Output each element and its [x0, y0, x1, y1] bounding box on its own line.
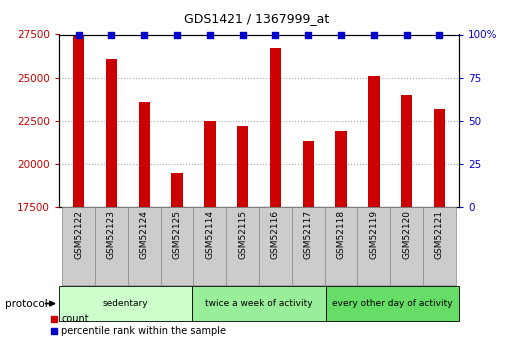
Point	[436, 32, 444, 38]
Bar	[193, 207, 226, 285]
Text: GSM52116: GSM52116	[271, 210, 280, 259]
Text: sedentary: sedentary	[103, 299, 148, 308]
Text: GDS1421 / 1367999_at: GDS1421 / 1367999_at	[184, 12, 329, 25]
Point	[271, 32, 280, 38]
Bar	[192, 286, 326, 321]
Point	[370, 32, 378, 38]
Text: GSM52115: GSM52115	[238, 210, 247, 259]
Bar	[161, 207, 193, 285]
Text: GSM52120: GSM52120	[402, 210, 411, 259]
Legend: count, percentile rank within the sample: count, percentile rank within the sample	[46, 310, 230, 340]
Bar	[390, 207, 423, 285]
Text: GSM52122: GSM52122	[74, 210, 83, 259]
Text: protocol: protocol	[5, 299, 48, 308]
Bar	[270, 48, 281, 207]
Text: GSM52114: GSM52114	[205, 210, 214, 259]
Text: GSM52124: GSM52124	[140, 210, 149, 259]
Bar	[59, 286, 192, 321]
Point	[74, 32, 83, 38]
Bar	[171, 172, 183, 207]
Bar	[358, 207, 390, 285]
Bar	[259, 207, 292, 285]
Bar	[128, 207, 161, 285]
Point	[173, 32, 181, 38]
Bar	[423, 207, 456, 285]
Point	[107, 32, 115, 38]
Bar	[237, 126, 248, 207]
Text: GSM52121: GSM52121	[435, 210, 444, 259]
Bar	[226, 207, 259, 285]
Bar	[401, 95, 412, 207]
Bar	[433, 109, 445, 207]
Text: GSM52125: GSM52125	[172, 210, 182, 259]
Text: every other day of activity: every other day of activity	[332, 299, 453, 308]
Point	[304, 32, 312, 38]
Bar	[326, 286, 459, 321]
Bar	[336, 131, 347, 207]
Point	[403, 32, 411, 38]
Text: GSM52123: GSM52123	[107, 210, 116, 259]
Bar	[139, 102, 150, 207]
Text: twice a week of activity: twice a week of activity	[205, 299, 313, 308]
Bar	[106, 59, 117, 207]
Text: GSM52119: GSM52119	[369, 210, 379, 259]
Text: GSM52117: GSM52117	[304, 210, 313, 259]
Bar	[325, 207, 358, 285]
Bar	[368, 76, 380, 207]
Point	[239, 32, 247, 38]
Bar	[95, 207, 128, 285]
Point	[140, 32, 148, 38]
Point	[206, 32, 214, 38]
Bar	[292, 207, 325, 285]
Bar	[62, 207, 95, 285]
Text: GSM52118: GSM52118	[337, 210, 346, 259]
Bar	[73, 36, 85, 207]
Bar	[204, 121, 215, 207]
Bar	[303, 141, 314, 207]
Point	[337, 32, 345, 38]
